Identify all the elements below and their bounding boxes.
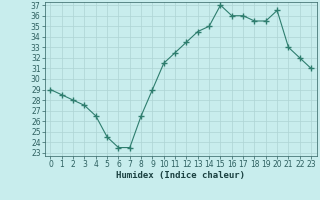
- X-axis label: Humidex (Indice chaleur): Humidex (Indice chaleur): [116, 171, 245, 180]
